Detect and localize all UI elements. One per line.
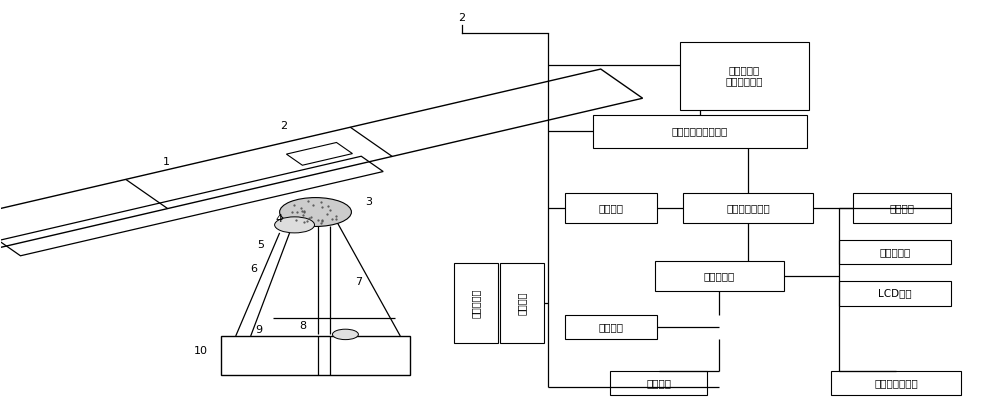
Circle shape — [332, 329, 358, 340]
Circle shape — [280, 198, 351, 227]
Text: 4: 4 — [275, 214, 282, 224]
Text: 7: 7 — [355, 277, 362, 287]
Text: 太阳能自动
跟踪控制电路: 太阳能自动 跟踪控制电路 — [726, 65, 763, 86]
Text: 2: 2 — [280, 121, 287, 131]
Text: 2: 2 — [459, 13, 466, 23]
FancyBboxPatch shape — [655, 261, 784, 291]
Text: 直流升压逆变器: 直流升压逆变器 — [726, 203, 770, 213]
Text: 3: 3 — [365, 197, 372, 207]
FancyBboxPatch shape — [565, 315, 657, 339]
Text: 交流负载: 交流负载 — [889, 203, 914, 213]
FancyBboxPatch shape — [853, 193, 951, 223]
FancyBboxPatch shape — [610, 371, 707, 396]
Text: LCD显示: LCD显示 — [878, 288, 912, 299]
FancyBboxPatch shape — [839, 282, 951, 305]
FancyBboxPatch shape — [500, 263, 544, 343]
Circle shape — [275, 217, 315, 233]
Text: 传感器信号处理电路: 传感器信号处理电路 — [672, 126, 728, 137]
Text: 9: 9 — [255, 325, 262, 335]
Text: 限位开关: 限位开关 — [646, 379, 671, 388]
Text: 单片机控制: 单片机控制 — [704, 271, 735, 281]
Polygon shape — [286, 143, 352, 165]
Text: 石墨烯电池: 石墨烯电池 — [471, 288, 481, 318]
Text: 时钟与复位电路: 时钟与复位电路 — [874, 379, 918, 388]
FancyBboxPatch shape — [831, 371, 961, 396]
FancyBboxPatch shape — [680, 42, 809, 110]
FancyBboxPatch shape — [593, 115, 807, 148]
Text: 超级电容: 超级电容 — [517, 291, 527, 315]
Text: 5: 5 — [257, 240, 264, 250]
FancyBboxPatch shape — [565, 193, 657, 223]
Text: 8: 8 — [299, 321, 306, 330]
FancyBboxPatch shape — [221, 336, 410, 375]
FancyBboxPatch shape — [839, 240, 951, 264]
FancyBboxPatch shape — [683, 193, 813, 223]
Text: 检测、保护: 检测、保护 — [879, 247, 911, 257]
Text: 10: 10 — [194, 346, 208, 356]
Text: 6: 6 — [250, 264, 257, 274]
Text: 驱动电路: 驱动电路 — [598, 322, 623, 332]
Text: 1: 1 — [162, 157, 169, 167]
FancyBboxPatch shape — [454, 263, 498, 343]
Text: 电源控制: 电源控制 — [598, 203, 623, 213]
